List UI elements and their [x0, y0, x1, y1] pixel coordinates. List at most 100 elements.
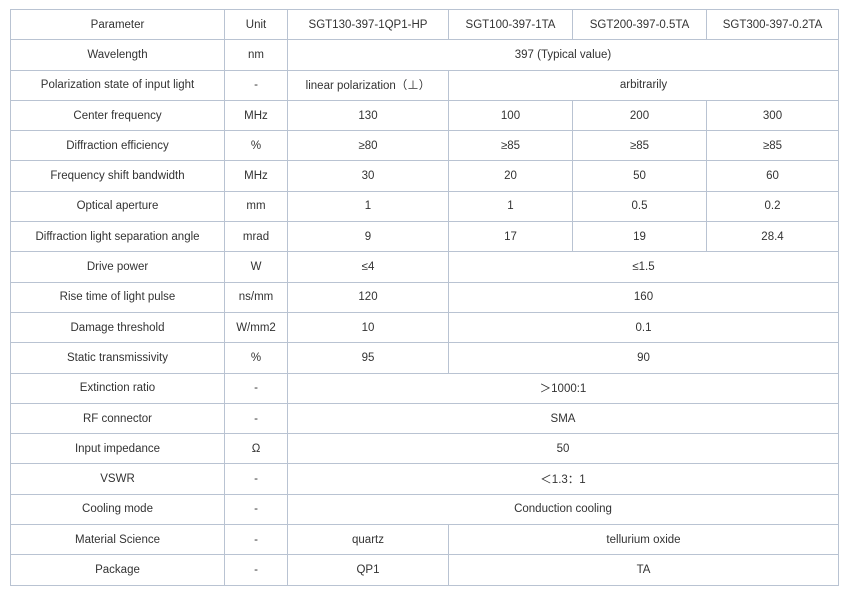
value-cell: ≤4	[287, 251, 449, 283]
table-row-diffraction-efficiency: Diffraction efficiency% ≥80 ≥85 ≥85 ≥85	[10, 130, 839, 162]
table-row-cooling-mode: Cooling mode - Conduction cooling	[10, 493, 839, 526]
table-row-center-frequency: Center frequency MHz 130 100 200 300	[10, 99, 839, 132]
table-row-separation-angle: Diffraction light separation angle mrad 9 1…	[10, 221, 839, 253]
value-cell: 28.4	[706, 221, 839, 253]
parameter-cell: Material Science	[10, 524, 225, 556]
table-row-extinction-ratio: Extinction ratio - ＞1000:1	[10, 372, 839, 404]
value-cell: TA	[448, 554, 839, 586]
parameter-cell: Package	[10, 554, 225, 586]
parameter-cell: Drive power	[10, 251, 225, 283]
parameter-cell: Damage threshold	[10, 311, 225, 344]
unit-cell: -	[224, 372, 288, 404]
value-cell: ≥85	[572, 130, 707, 162]
header-cell: SGT100-397-1TA	[448, 8, 573, 41]
value-cell: 60	[706, 160, 839, 192]
value-cell: ≥85	[706, 130, 839, 162]
value-cell: SMA	[287, 402, 839, 435]
unit-cell: mm	[224, 190, 288, 223]
value-cell: 130	[287, 99, 449, 132]
value-cell: 100	[448, 99, 573, 132]
unit-cell: MHz	[224, 99, 288, 132]
unit-cell: ns/mm	[224, 281, 288, 313]
table-row-rf-connector: RF connector - SMA	[10, 402, 839, 435]
value-cell: 20	[448, 160, 573, 192]
value-cell: 0.1	[448, 311, 839, 344]
header-cell: SGT130-397-1QP1-HP	[287, 8, 449, 41]
table-row-rise-time: Rise time of light pulse ns/mm 120 160	[10, 281, 839, 313]
value-cell: 160	[448, 281, 839, 313]
value-cell: ≥85	[448, 130, 573, 162]
spec-table-body: Parameter Unit SGT130-397-1QP1-HP SGT100-39…	[10, 8, 839, 586]
value-cell: 10	[287, 311, 449, 344]
value-cell: Conduction cooling	[287, 493, 839, 526]
table-row-optical-aperture: Optical aperture mm 1 1 0.5 0.2	[10, 190, 839, 223]
value-cell: 90	[448, 342, 839, 374]
unit-cell: MHz	[224, 160, 288, 192]
value-cell: linear polarization（⊥）	[287, 69, 449, 101]
table-row-frequency-shift-bandwidth: Frequency shift bandwidth MHz 30 20 50 60	[10, 160, 839, 192]
value-cell: 1	[448, 190, 573, 223]
unit-cell: %	[224, 342, 288, 374]
header-cell: Unit	[224, 8, 288, 41]
table-row-input-impedance: Input impedance Ω 50	[10, 433, 839, 465]
value-cell: 397 (Typical value)	[287, 39, 839, 71]
value-cell: tellurium oxide	[448, 524, 839, 556]
parameter-cell: Cooling mode	[10, 493, 225, 526]
parameter-cell: Diffraction light separation angle	[10, 221, 225, 253]
value-cell: 200	[572, 99, 707, 132]
value-cell: 120	[287, 281, 449, 313]
unit-cell: -	[224, 402, 288, 435]
unit-cell: -	[224, 493, 288, 526]
parameter-cell: Wavelength	[10, 39, 225, 71]
unit-cell: W	[224, 251, 288, 283]
parameter-cell: VSWR	[10, 463, 225, 495]
parameter-cell: RF connector	[10, 402, 225, 435]
unit-cell: -	[224, 524, 288, 556]
value-cell: 50	[287, 433, 839, 465]
value-cell: quartz	[287, 524, 449, 556]
parameter-cell: Input impedance	[10, 433, 225, 465]
value-cell: 1	[287, 190, 449, 223]
table-row-wavelength: Wavelength nm 397 (Typical value)	[10, 39, 839, 71]
parameter-cell: Rise time of light pulse	[10, 281, 225, 313]
unit-cell: -	[224, 69, 288, 101]
value-cell: 0.2	[706, 190, 839, 223]
table-row-header: Parameter Unit SGT130-397-1QP1-HP SGT100-39…	[10, 8, 839, 41]
value-cell: 300	[706, 99, 839, 132]
unit-cell: %	[224, 130, 288, 162]
parameter-cell: Center frequency	[10, 99, 225, 132]
header-cell: SGT300-397-0.2TA	[706, 8, 839, 41]
value-cell: 50	[572, 160, 707, 192]
value-cell: arbitrarily	[448, 69, 839, 101]
parameter-cell: Polarization state of input light	[10, 69, 225, 101]
value-cell: ≥80	[287, 130, 449, 162]
parameter-cell: Extinction ratio	[10, 372, 225, 404]
value-cell: 30	[287, 160, 449, 192]
value-cell: ≤1.5	[448, 251, 839, 283]
unit-cell: mrad	[224, 221, 288, 253]
value-cell: 0.5	[572, 190, 707, 223]
header-cell: Parameter	[10, 8, 225, 41]
table-row-package: Package - QP1 TA	[10, 554, 839, 586]
spec-table: Parameter Unit SGT130-397-1QP1-HP SGT100-39…	[10, 8, 839, 586]
value-cell: ＜1.3：1	[287, 463, 839, 495]
table-row-drive-power: Drive power W ≤4 ≤1.5	[10, 251, 839, 283]
parameter-cell: Diffraction efficiency	[10, 130, 225, 162]
table-row-static-transmissivity: Static transmissivity% 95 90	[10, 342, 839, 374]
unit-cell: Ω	[224, 433, 288, 465]
table-row-damage-threshold: Damage threshold W/mm2 10 0.1	[10, 311, 839, 344]
value-cell: 9	[287, 221, 449, 253]
table-row-material-science: Material Science - quartz tellurium oxide	[10, 524, 839, 556]
value-cell: 95	[287, 342, 449, 374]
parameter-cell: Optical aperture	[10, 190, 225, 223]
value-cell: QP1	[287, 554, 449, 586]
parameter-cell: Frequency shift bandwidth	[10, 160, 225, 192]
unit-cell: -	[224, 463, 288, 495]
unit-cell: nm	[224, 39, 288, 71]
header-cell: SGT200-397-0.5TA	[572, 8, 707, 41]
table-row-vswr: VSWR - ＜1.3：1	[10, 463, 839, 495]
unit-cell: W/mm2	[224, 311, 288, 344]
value-cell: 19	[572, 221, 707, 253]
parameter-cell: Static transmissivity	[10, 342, 225, 374]
table-row-polarization: Polarization state of input light - linear…	[10, 69, 839, 101]
